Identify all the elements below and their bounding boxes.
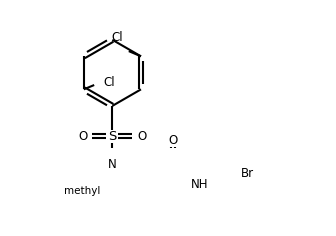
- Text: S: S: [108, 130, 117, 143]
- Text: Br: Br: [241, 167, 254, 180]
- Text: O: O: [78, 130, 87, 143]
- Text: O: O: [169, 134, 178, 147]
- Text: Cl: Cl: [103, 76, 115, 89]
- Text: NH: NH: [191, 178, 208, 191]
- Text: O: O: [137, 130, 146, 143]
- Text: N: N: [108, 159, 117, 172]
- Text: methyl: methyl: [64, 186, 100, 196]
- Text: Cl: Cl: [112, 31, 123, 44]
